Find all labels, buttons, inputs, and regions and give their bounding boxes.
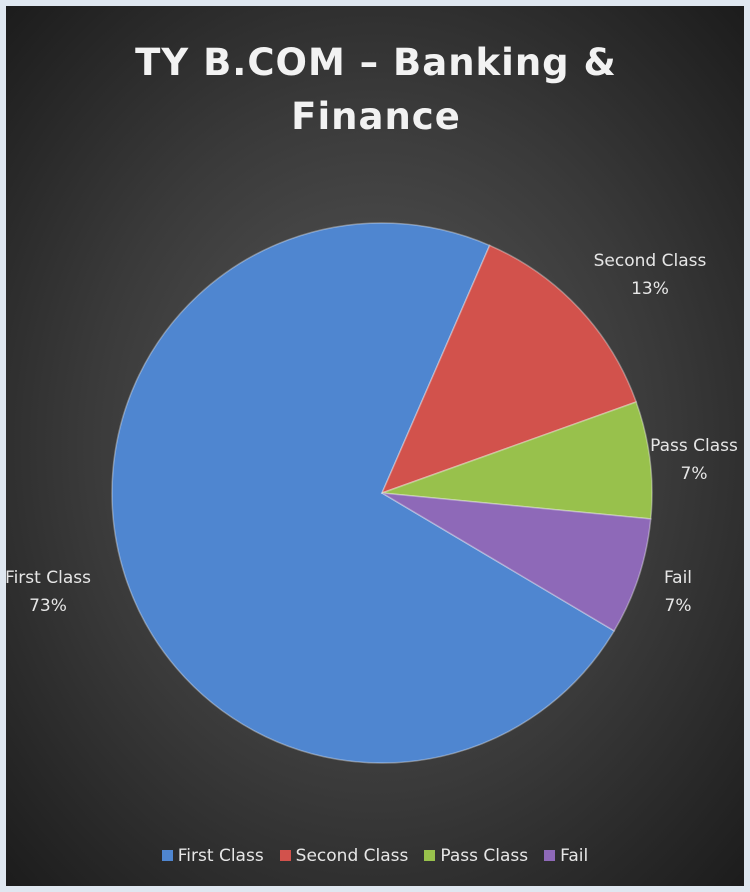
legend-item: First Class [161,846,264,866]
legend-swatch [544,850,556,861]
data-label-value: 7% [681,464,708,484]
pie-area: First Class 73% Second Class 13% Pass Class 7… [6,222,738,764]
data-label-name: Fail [664,568,692,588]
legend-item: Pass Class [424,846,528,866]
legend-label: Second Class [295,846,409,866]
legend-item: Fail [544,846,588,866]
legend-label: Fail [560,846,589,866]
legend-swatch [279,850,291,861]
data-label-name: Second Class [594,251,707,271]
data-label-value: 7% [665,596,692,616]
data-label-name: First Class [6,568,91,588]
pie-slice [381,401,653,520]
chart: TY B.COM – Banking & Finance First Class… [6,6,744,886]
legend: First Class Second Class Pass Class Fail [6,846,744,866]
pie-slice [111,222,616,764]
legend-item: Second Class [279,846,409,866]
data-label-value: 13% [631,279,669,299]
pie-slice [381,492,652,632]
pie-slice [380,244,638,495]
data-label-name: Pass Class [650,436,738,456]
legend-label: Pass Class [440,846,529,866]
legend-label: First Class [177,846,264,866]
data-label-value: 73% [29,596,67,616]
legend-swatch [424,850,436,861]
chart-title: TY B.COM – Banking & Finance [135,41,617,138]
legend-swatch [161,850,173,861]
